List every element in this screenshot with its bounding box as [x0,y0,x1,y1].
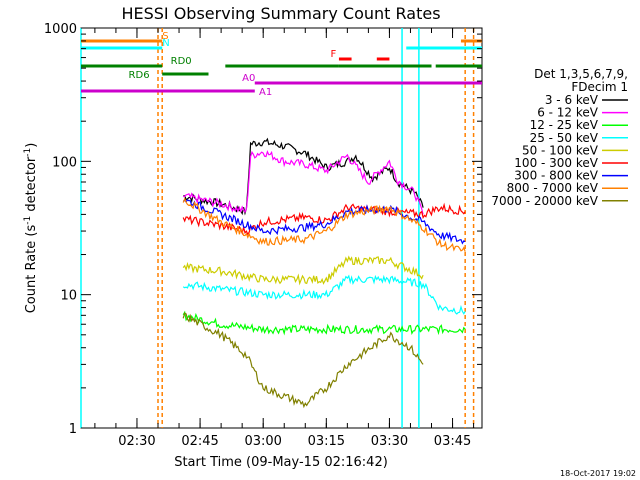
legend-entry-label: 12 - 25 keV [530,118,599,132]
flag-label: A1 [259,87,272,98]
x-tick-label: 02:30 [118,434,155,449]
series-line [182,310,466,336]
series-line [183,137,424,216]
y-axis-title-c: ) [24,143,39,148]
series-line [182,197,466,252]
x-axis-title: Start Time (09-May-15 02:16:42) [174,455,388,470]
legend-entry-label: 3 - 6 keV [545,93,599,107]
legend-entry-label: 50 - 100 keV [522,143,599,157]
legend-header-line2: FDecim 1 [571,80,628,94]
y-axis-title-sup2: -1 [23,148,33,157]
flag-layer: SN F RD0 RD6 A0 A1 [81,31,482,98]
series-line [182,255,424,286]
y-tick-label: 10 [60,289,77,304]
x-tick-label: 02:45 [181,434,218,449]
legend-entry-label: 25 - 50 keV [530,131,599,145]
plot-content [80,28,475,428]
chart-title: HESSI Observing Summary Count Rates [121,4,440,23]
legend-header-line1: Det 1,3,5,6,7,9, [534,67,628,81]
flag-label: A0 [242,73,255,84]
flag-label: RD6 [129,70,150,81]
flag-label: S [162,31,168,42]
legend-entry-label: 6 - 12 keV [537,106,599,120]
legend-entry-label: 300 - 800 keV [514,169,598,183]
series-line [182,274,466,315]
flag-label: N [162,38,169,49]
series-line [182,199,466,245]
y-axis-title: Count Rate (s-1 detector-1) [23,143,39,314]
flag-label: RD0 [171,56,192,67]
y-tick-label: 100 [52,155,77,170]
axis-layer: 1 10 100 1000 02:30 02:45 03:00 03:15 03:30 03:45 [44,22,482,449]
legend-entry-label: 7000 - 20000 keV [491,194,598,208]
y-tick-label: 1000 [44,22,77,37]
y-axis-title-sup1: -1 [23,216,33,225]
legend-entry-label: 800 - 7000 keV [507,181,599,195]
series-line [182,202,466,236]
legend-entry-label: 100 - 300 keV [514,156,598,170]
series-line [183,150,424,215]
series-line [182,312,424,409]
x-tick-label: 03:30 [371,434,408,449]
y-axis-title-a: Count Rate (s [24,225,39,314]
y-tick-label: 1 [69,422,77,437]
flag-label: F [331,49,337,60]
footer-timestamp: 18-Oct-2017 19:02 [560,469,636,478]
x-tick-label: 03:00 [244,434,281,449]
y-axis-title-b: detector [24,156,39,216]
x-tick-label: 03:15 [308,434,345,449]
x-tick-label: 03:45 [434,434,471,449]
